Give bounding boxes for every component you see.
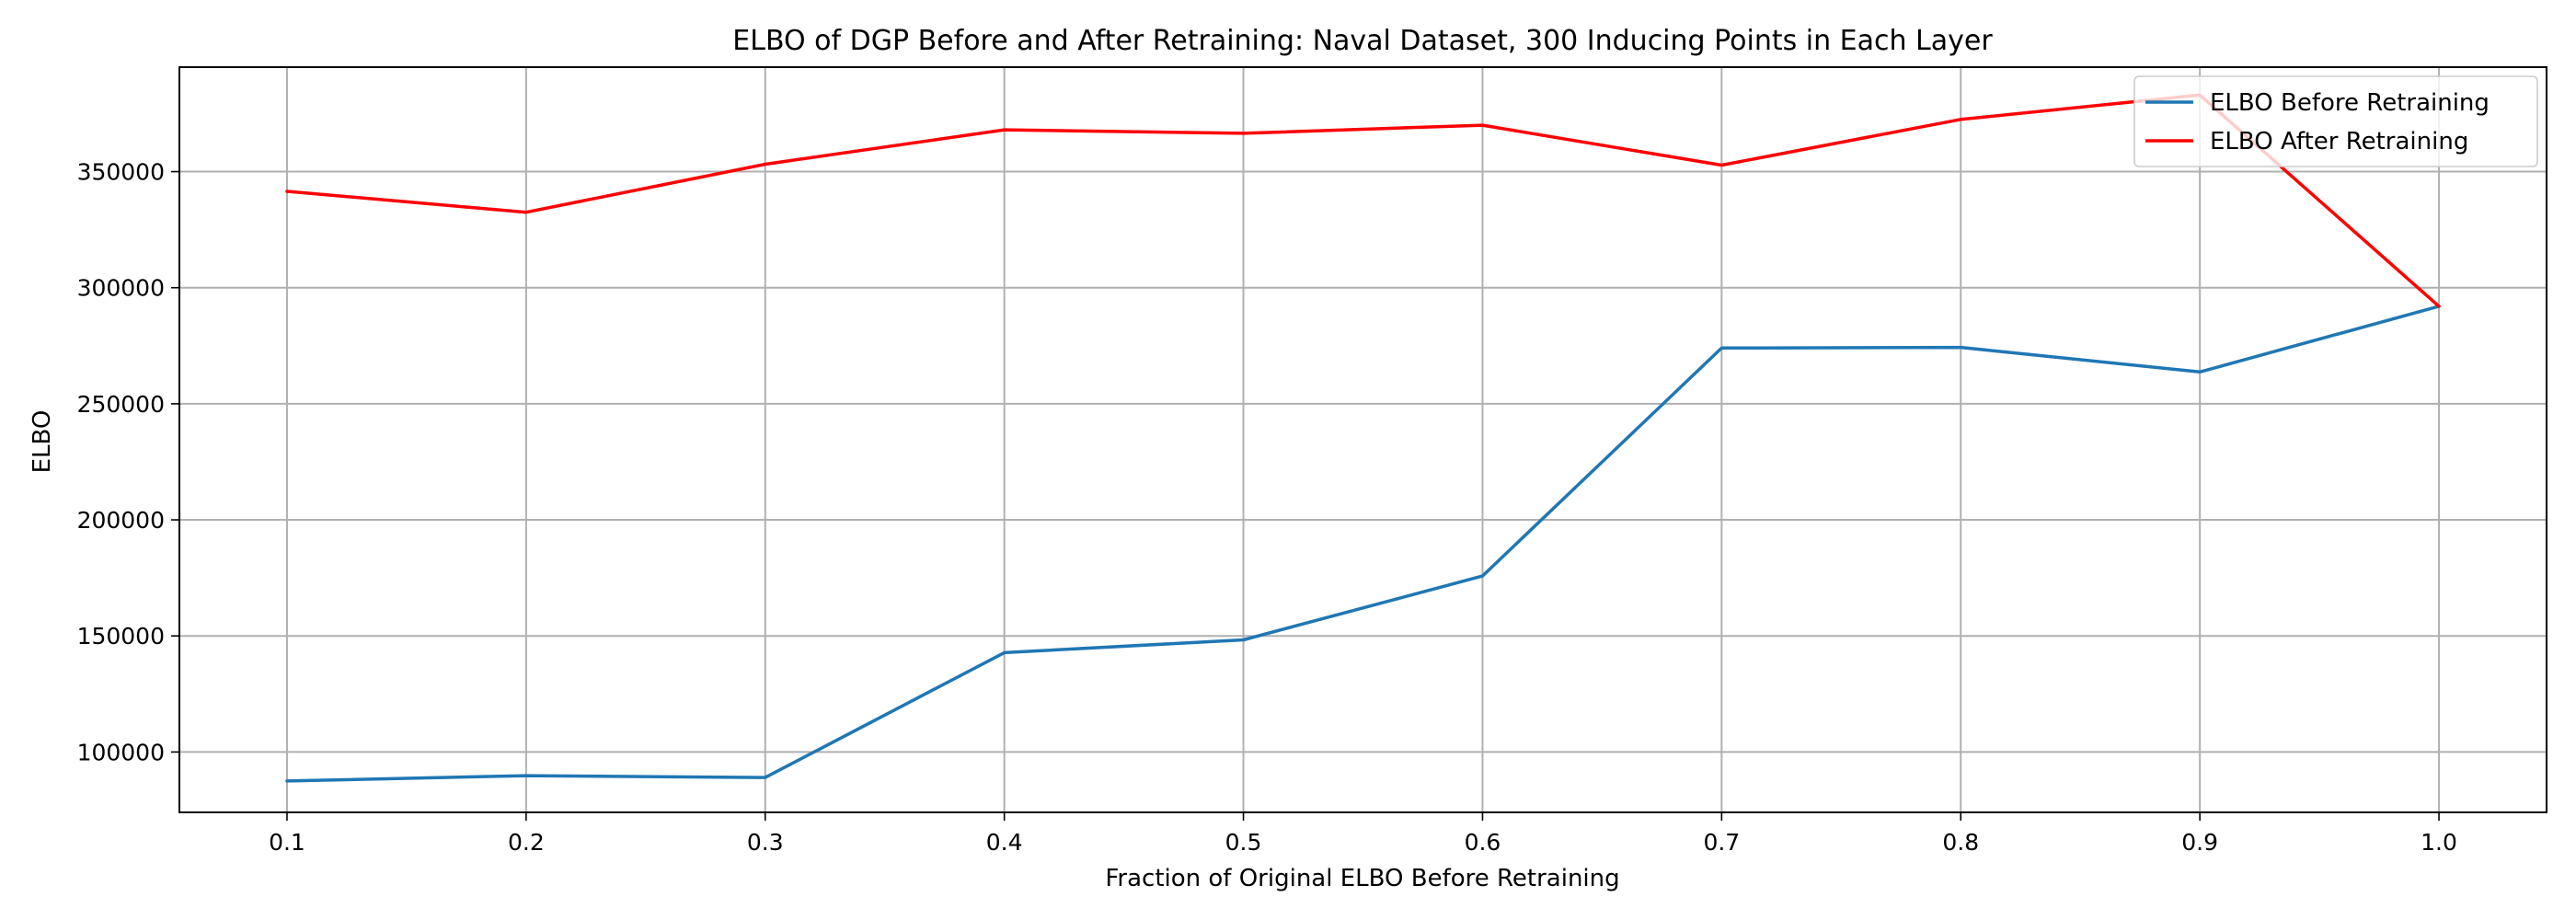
legend-box	[2133, 75, 2538, 167]
x-axis-label: Fraction of Original ELBO Before Retrain…	[1105, 865, 1619, 892]
series-group	[285, 93, 2441, 783]
x-tick-label: 0.5	[1225, 829, 1262, 856]
series-line-before-retraining	[285, 305, 2441, 783]
y-tick-label: 100000	[77, 739, 165, 765]
y-tick-label: 350000	[77, 159, 165, 186]
y-axis-label: ELBO	[29, 410, 56, 474]
y-tick-label: 200000	[77, 507, 165, 534]
y-tick-label: 250000	[77, 391, 165, 418]
chart-title: ELBO of DGP Before and After Retraining:…	[732, 25, 1993, 57]
x-tick-label: 0.8	[1942, 829, 1979, 856]
x-tick-label: 0.4	[986, 829, 1023, 856]
legend-label: ELBO After Retraining	[2210, 128, 2468, 155]
x-tick-label: 0.6	[1465, 829, 1501, 856]
y-axis-ticks: 100000 150000 200000 250000 300000 350000	[77, 159, 179, 765]
x-tick-label: 0.2	[508, 829, 545, 856]
grid-lines	[179, 67, 2547, 812]
legend: ELBO Before Retraining ELBO After Retrain…	[2133, 75, 2538, 167]
series-line-after-retraining	[285, 93, 2441, 308]
legend-label: ELBO Before Retraining	[2210, 89, 2490, 117]
x-tick-label: 0.1	[269, 829, 305, 856]
plot-frame	[178, 66, 2547, 813]
x-axis-ticks: 0.1 0.2 0.3 0.4 0.5 0.6 0.7 0.8 0.9 1.0	[269, 812, 2457, 856]
x-tick-label: 1.0	[2421, 829, 2457, 856]
x-tick-label: 0.9	[2181, 829, 2218, 856]
x-tick-label: 0.3	[747, 829, 784, 856]
y-tick-label: 300000	[77, 275, 165, 302]
x-tick-label: 0.7	[1703, 829, 1740, 856]
y-tick-label: 150000	[77, 623, 165, 650]
